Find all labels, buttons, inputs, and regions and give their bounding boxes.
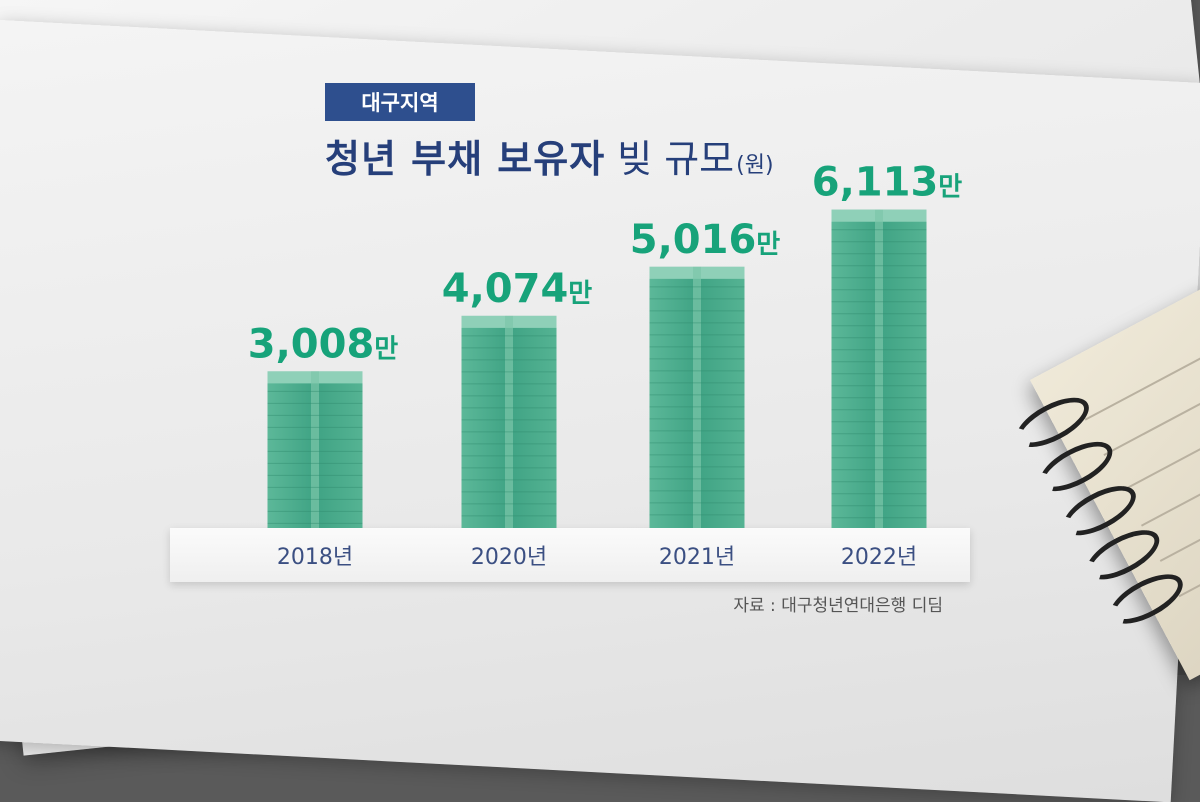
bar-group-4: 6,113만	[812, 160, 963, 528]
category-label: 2020년	[471, 545, 547, 570]
bar-value-label: 3,008만	[248, 321, 399, 367]
category-label: 2022년	[841, 545, 917, 570]
bar-strap	[311, 371, 319, 528]
bar-chart: 3,008만 2018년 4,074만 2020년 5,016만 2021년 6,113만 2…	[248, 160, 963, 570]
category-label: 2021년	[659, 545, 735, 570]
bar-strap	[505, 315, 513, 528]
bar-strap	[693, 266, 701, 528]
bar-strap	[875, 209, 883, 528]
region-tag: 대구지역	[325, 83, 475, 121]
bar-group-2: 4,074만	[442, 266, 593, 528]
bar-group-1: 3,008만	[248, 321, 399, 528]
title-bold: 청년 부채 보유자	[325, 137, 606, 181]
category-band	[170, 528, 970, 582]
bar-value-label: 4,074만	[442, 266, 593, 312]
bar-value-label: 6,113만	[812, 160, 963, 206]
title-light: 빚 규모	[617, 137, 735, 181]
category-label: 2018년	[277, 545, 353, 570]
chart-title: 청년 부채 보유자 빚 규모 (원)	[325, 128, 774, 188]
title-unit: (원)	[736, 153, 774, 178]
bar-group-3: 5,016만	[630, 217, 781, 528]
bar-value-label: 5,016만	[630, 217, 781, 263]
source-note: 자료 : 대구청년연대은행 디딤	[733, 596, 943, 616]
